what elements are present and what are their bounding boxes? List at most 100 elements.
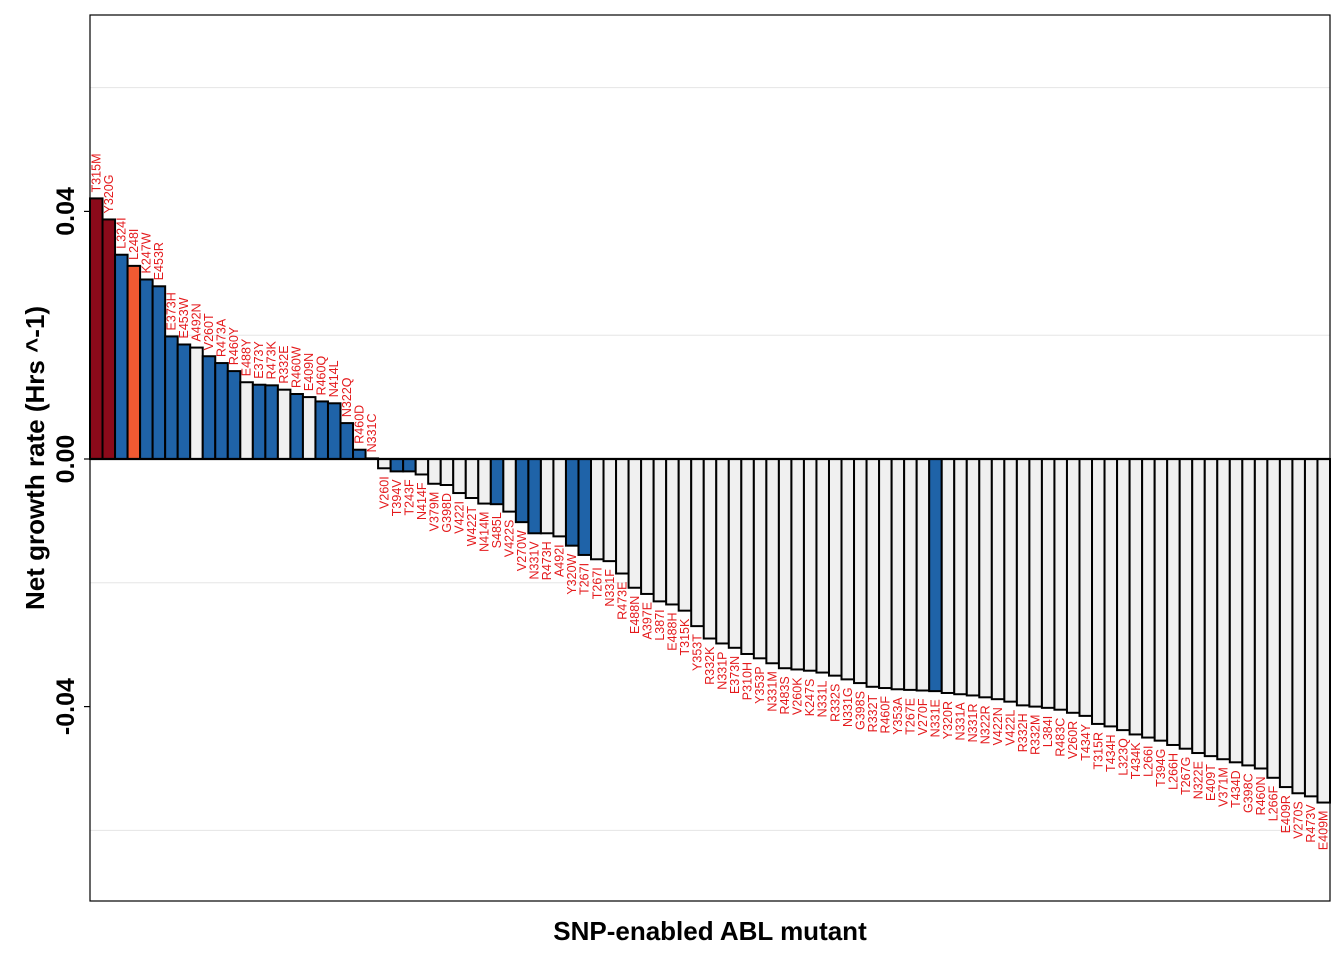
bar (903, 458, 918, 691)
bar (151, 285, 167, 461)
bar (978, 458, 993, 699)
bar-label: T434H (1104, 734, 1118, 772)
bar-label: E488N (628, 596, 642, 634)
bar-label: L266H (1166, 753, 1180, 790)
bar (627, 458, 643, 589)
y-tick-label: 0.00 (52, 435, 80, 484)
bar (1153, 458, 1169, 742)
bar-label: T243F (402, 479, 416, 515)
bar (652, 458, 668, 603)
bar (189, 346, 204, 460)
bars (89, 197, 1331, 804)
bar (865, 458, 881, 688)
bar-label: L384I (1041, 716, 1055, 747)
bar-label: T434Y (1079, 723, 1093, 760)
bar (264, 384, 279, 460)
bar-label: E453R (152, 242, 166, 280)
bar (427, 458, 442, 485)
bar (289, 393, 304, 461)
bar (114, 253, 129, 460)
bar (514, 458, 530, 524)
bar (577, 458, 593, 556)
bar-label: T267I (590, 567, 604, 599)
bar-label: Y353A (891, 697, 905, 735)
bar (276, 388, 292, 460)
bar (1003, 458, 1018, 703)
bar (1028, 458, 1043, 708)
bar (564, 458, 580, 547)
bar-label: V422S (503, 520, 517, 558)
bar (665, 458, 680, 606)
bar-label: E488Y (240, 338, 254, 376)
bar (214, 362, 229, 460)
bar-label: R332S (828, 684, 842, 722)
bar-label: L248I (127, 229, 141, 260)
bar-label: T394V (390, 479, 404, 516)
bar-label: N414F (415, 482, 429, 520)
bar-label: E409R (1279, 795, 1293, 833)
bar-label: R460D (352, 405, 366, 444)
bar-label: N331F (603, 569, 617, 607)
bar (1128, 458, 1144, 736)
bar-label: Y353T (690, 634, 704, 671)
bar-label: Y320W (565, 553, 579, 594)
bar-label: N331E (928, 699, 942, 737)
bar-label: L266I (1141, 746, 1155, 777)
bar (1091, 458, 1106, 725)
bar (1040, 458, 1056, 709)
bar (915, 458, 931, 692)
bar (226, 370, 242, 460)
bar (414, 458, 430, 476)
bar-label: E409M (1317, 811, 1331, 851)
bar-label: E409N (302, 353, 316, 391)
bar-label: G398C (1242, 773, 1256, 813)
bar (752, 458, 768, 660)
bar (953, 458, 968, 696)
bar-label: R473K (265, 340, 279, 379)
bar (377, 458, 392, 470)
bar-label: V270F (916, 698, 930, 735)
bar (740, 458, 755, 655)
bar-label: T434D (1229, 770, 1243, 808)
bar-label: G398D (440, 493, 454, 533)
bar-label: V260K (791, 677, 805, 715)
bar-label: V260T (202, 313, 216, 350)
bar (139, 278, 154, 460)
bar-label: N331R (966, 703, 980, 742)
bar (464, 458, 480, 499)
bar (1303, 458, 1319, 798)
bar-label: V260I (377, 476, 391, 509)
bar-label: N322R (979, 705, 993, 744)
bar-label: R473H (540, 541, 554, 580)
bar-label: N331A (954, 702, 968, 741)
bar (251, 383, 267, 460)
bar (314, 400, 329, 461)
bar (590, 458, 605, 561)
bar-label: R473A (215, 318, 229, 357)
bar (1203, 458, 1219, 758)
bar-label: R460N (1254, 777, 1268, 816)
bar-label: N331C (365, 413, 379, 452)
bar-label: T394G (1154, 749, 1168, 787)
bar (1116, 458, 1131, 732)
bar (339, 422, 355, 460)
bar-label: R332K (703, 646, 717, 685)
x-axis-title: SNP-enabled ABL mutant (553, 916, 867, 946)
bar-label: E373Y (252, 341, 266, 379)
bar-label: T267G (1179, 757, 1193, 795)
bar (1065, 458, 1081, 714)
bar-label: N322Q (340, 377, 354, 417)
bar (477, 458, 492, 505)
bar (389, 458, 405, 473)
bar-label: L266F (1267, 785, 1281, 821)
bar (928, 458, 943, 693)
bar (164, 335, 179, 460)
bar (690, 458, 705, 628)
bar (439, 458, 455, 486)
bar-label: L387I (653, 609, 667, 640)
bar-label: E488H (665, 612, 679, 650)
bar (552, 458, 567, 538)
bar-label: R460Q (315, 356, 329, 396)
bar-label: V270W (515, 530, 529, 571)
